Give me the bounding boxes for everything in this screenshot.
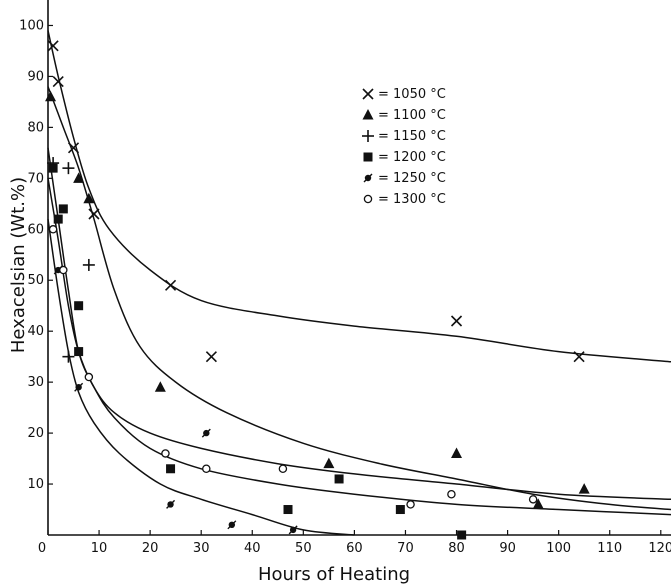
x-axis-title: Hours of Heating — [258, 564, 410, 585]
curve-series-1 — [47, 86, 671, 511]
data-point-series-0 — [573, 351, 585, 363]
y-tick-label: 90 — [27, 69, 44, 84]
legend-label-0: = 1050 °C — [378, 87, 446, 102]
data-point-series-3 — [53, 214, 63, 224]
data-point-series-5 — [447, 489, 456, 499]
data-point-series-0 — [450, 315, 463, 327]
x-tick-label: 110 — [597, 541, 622, 556]
data-point-series-3 — [283, 505, 293, 515]
x-tick-label: 120 — [648, 541, 671, 556]
y-tick-label: 20 — [27, 426, 44, 441]
x-tick-label: 20 — [142, 541, 159, 556]
data-point-series-5 — [202, 464, 211, 474]
data-point-series-5 — [406, 500, 415, 509]
data-point-series-3 — [334, 474, 344, 484]
data-point-series-5 — [84, 372, 94, 382]
y-tick-label: 70 — [27, 171, 44, 186]
y-ticks: 10 20 30 40 50 60 70 80 90 100 — [19, 18, 53, 492]
y-tick-label: 30 — [27, 375, 44, 390]
data-point-series-4 — [201, 428, 211, 438]
curve-series-4 — [47, 218, 355, 536]
x-tick-label: 90 — [499, 541, 516, 556]
y-tick-label: 50 — [27, 273, 44, 288]
data-point-series-2 — [62, 350, 75, 363]
data-point-series-5 — [528, 495, 538, 504]
data-point-series-5 — [48, 225, 58, 234]
x-tick-label: 30 — [193, 541, 210, 556]
data-point-series-3 — [457, 530, 467, 540]
y-tick-label: 10 — [27, 477, 44, 492]
y-tick-label: 80 — [27, 120, 44, 135]
legend-marker-4 — [363, 173, 373, 183]
x-tick-label: 60 — [346, 541, 363, 556]
x-tick-label: 40 — [244, 541, 261, 556]
data-point-series-2 — [62, 162, 75, 175]
data-point-series-0 — [88, 208, 100, 220]
y-tick-label: 40 — [27, 324, 44, 339]
x-tick-label: 70 — [397, 541, 414, 556]
data-point-series-0 — [52, 75, 64, 88]
data-point-series-4 — [288, 525, 298, 535]
data-point-series-1 — [578, 483, 590, 494]
legend-marker-5 — [363, 194, 373, 204]
x-tick-label: 10 — [91, 541, 108, 556]
data-point-series-3 — [395, 505, 405, 515]
legend-marker-2 — [362, 130, 374, 142]
legend-marker-3 — [363, 152, 373, 162]
data-point-series-3 — [58, 204, 68, 214]
data-point-series-1 — [83, 192, 95, 204]
legend-label-2: = 1150 °C — [378, 129, 446, 144]
data-point-series-1 — [73, 172, 85, 183]
y-tick-label: 100 — [19, 18, 44, 33]
legend-marker-1 — [362, 109, 374, 120]
data-point-series-1 — [323, 457, 335, 469]
x-ticks: 0 10 20 30 40 50 60 70 80 90 100 110 120 — [38, 530, 671, 556]
legend-label-4: = 1250 °C — [378, 171, 446, 186]
x-tick-label: 100 — [546, 541, 571, 556]
curves — [47, 30, 671, 536]
data-point-series-1 — [451, 447, 463, 458]
data-point-series-3 — [74, 301, 84, 311]
data-point-series-1 — [154, 381, 166, 392]
legend: = 1050 °C = 1100 °C = 1150 °C = 1200 °C = 12… — [362, 87, 446, 207]
legend-label-3: = 1200 °C — [378, 150, 446, 165]
y-axis-title: Hexacelsian (Wt.%) — [8, 177, 29, 353]
data-point-series-1 — [532, 498, 544, 509]
data-point-series-0 — [205, 351, 217, 363]
data-point-series-5 — [59, 265, 68, 275]
data-point-series-5 — [278, 464, 288, 474]
curve-series-5 — [47, 178, 671, 501]
legend-marker-0 — [362, 88, 374, 100]
data-point-series-4 — [166, 499, 176, 509]
data-point-series-3 — [166, 464, 176, 474]
data-point-series-5 — [161, 449, 170, 458]
data-point-series-4 — [74, 382, 84, 392]
data-point-series-2 — [82, 258, 95, 271]
data-point-series-0 — [47, 40, 59, 52]
axes — [47, 0, 671, 536]
y-tick-label: 60 — [27, 222, 44, 237]
legend-label-5: = 1300 °C — [378, 192, 446, 207]
data-point-series-0 — [67, 142, 80, 154]
data-point-series-1 — [45, 90, 57, 102]
x-tick-label: 50 — [295, 541, 312, 556]
curve-series-3 — [47, 147, 671, 516]
data-point-series-3 — [48, 163, 58, 173]
x-tick-label: 0 — [38, 541, 46, 556]
legend-label-1: = 1100 °C — [378, 108, 446, 123]
curve-series-0 — [47, 30, 671, 363]
points — [45, 40, 590, 540]
data-point-series-3 — [74, 347, 84, 357]
data-point-series-4 — [227, 520, 237, 530]
data-point-series-0 — [164, 279, 177, 291]
x-tick-label: 80 — [448, 541, 465, 556]
